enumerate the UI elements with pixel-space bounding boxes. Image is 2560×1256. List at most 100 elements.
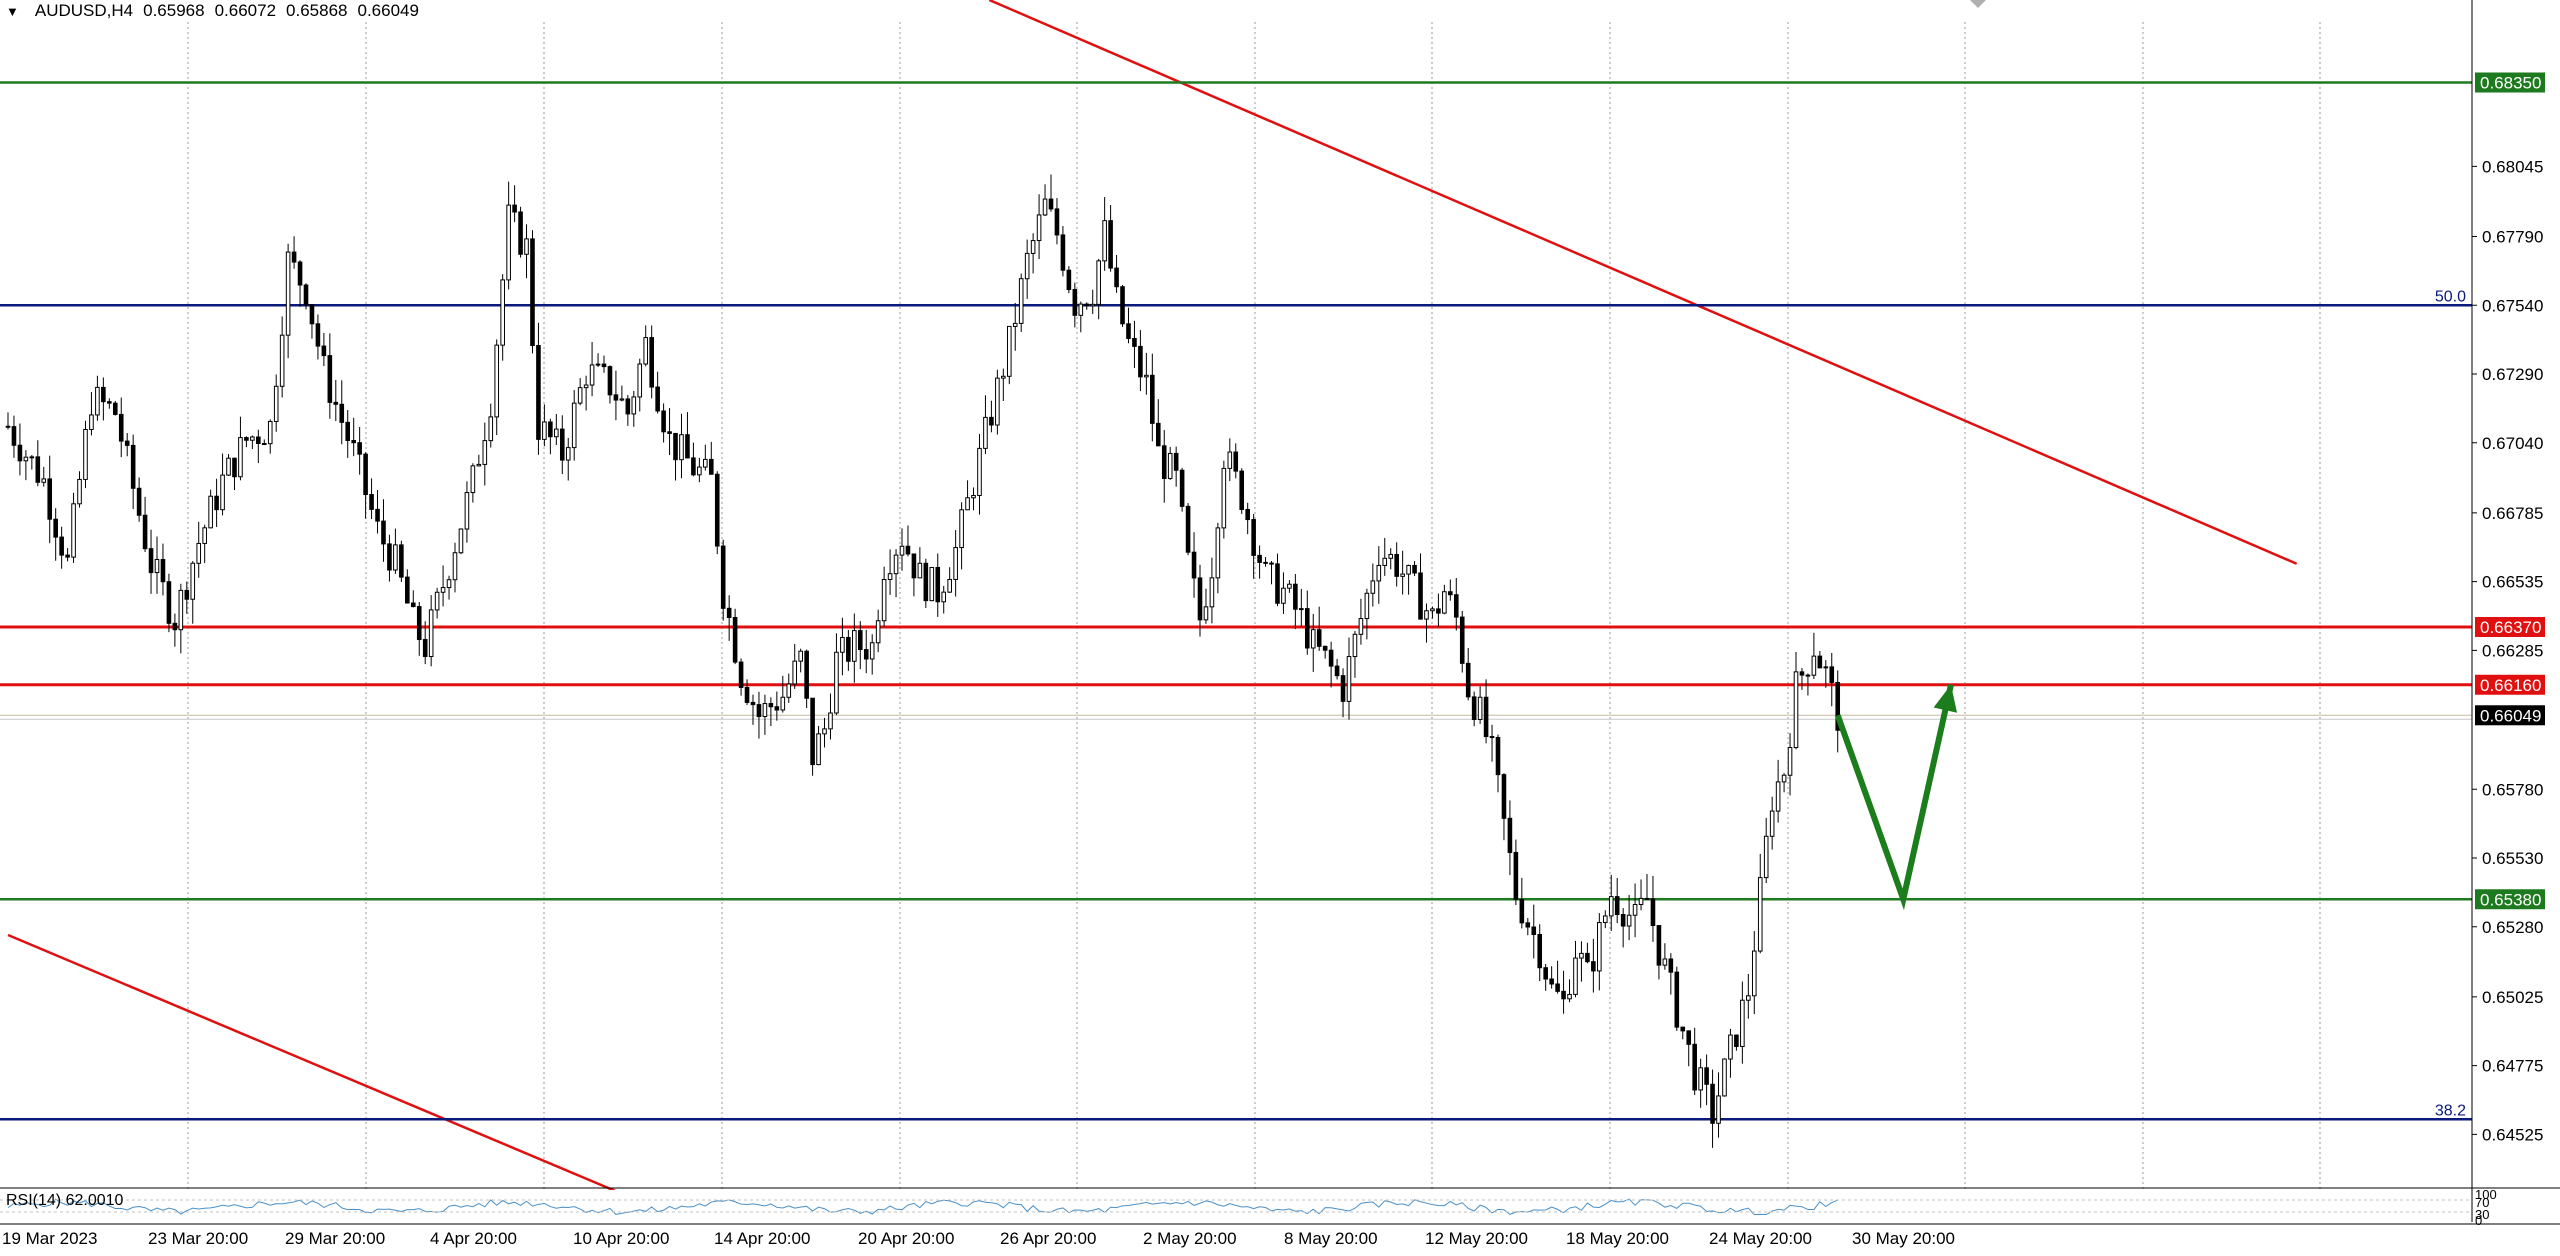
price-tag-label: 0.66370: [2480, 618, 2541, 637]
candle-body: [1597, 922, 1602, 972]
rsi-scale-label: 70: [2475, 1195, 2489, 1210]
candle-body: [518, 211, 523, 255]
candle-body: [488, 416, 494, 442]
menu-triangle-icon[interactable]: ▼: [6, 3, 19, 19]
candle-body: [11, 426, 17, 446]
candle-body: [792, 660, 798, 685]
candle-body: [565, 447, 571, 461]
candle-body: [828, 712, 833, 730]
candle-body: [506, 204, 511, 281]
candle-body: [1209, 577, 1215, 608]
candle-body: [232, 457, 237, 478]
candle-body: [1728, 1034, 1733, 1060]
candle-body: [1751, 950, 1757, 997]
symbol-label: AUDUSD,H4: [34, 1, 134, 20]
rsi-scale-label: 0: [2475, 1213, 2482, 1228]
candle-body: [1740, 999, 1745, 1047]
candle-body: [1394, 553, 1399, 577]
candle-body: [1191, 551, 1197, 579]
candle-body: [1698, 1067, 1703, 1091]
candle-body: [1620, 913, 1626, 927]
candle-body: [1299, 608, 1304, 611]
y-tick-label: 0.68045: [2482, 157, 2543, 176]
candle-body: [1018, 278, 1024, 324]
candle-body: [887, 573, 893, 581]
candle-body: [1197, 577, 1203, 621]
candle-body: [947, 578, 952, 593]
candle-body: [637, 363, 643, 398]
candle-body: [977, 447, 982, 496]
candle-body: [35, 456, 41, 483]
candle-body: [810, 697, 815, 766]
candle-body: [1436, 608, 1441, 614]
price-tags: 0.68350 0.66370 0.66160 0.66049 0.65380: [2475, 72, 2545, 910]
candle-body: [244, 437, 249, 441]
candle-body: [1632, 903, 1638, 916]
x-tick-label: 10 Apr 20:00: [573, 1229, 669, 1248]
candle-body: [625, 398, 631, 415]
candle-body: [1489, 736, 1495, 739]
candle-body: [530, 238, 535, 346]
candle-body: [1602, 915, 1608, 924]
candle-body: [679, 434, 684, 461]
candle-body: [71, 503, 76, 558]
candle-body: [315, 323, 321, 347]
candle-body: [101, 386, 106, 403]
candle-body: [708, 458, 714, 475]
open-value: 0.65968: [143, 1, 205, 20]
candle-body: [500, 279, 505, 346]
candle-body: [1388, 553, 1394, 559]
candle-body: [720, 545, 726, 609]
candle-body: [41, 478, 47, 483]
candle-body: [881, 579, 887, 622]
candle-body: [780, 696, 786, 711]
trendline-extension: [988, 0, 1022, 15]
candle-body: [607, 366, 613, 396]
candle-body: [1734, 1034, 1739, 1047]
candle-body: [1185, 505, 1191, 553]
candle-body: [738, 661, 744, 688]
candle-body: [1555, 983, 1560, 992]
candle-body: [1376, 564, 1382, 582]
candle-body: [524, 238, 529, 255]
candle-body: [399, 544, 404, 578]
candle-body: [273, 385, 279, 422]
candle-body: [1406, 564, 1411, 575]
candle-body: [983, 416, 988, 449]
candle-body: [393, 544, 398, 571]
candle-body: [1132, 337, 1137, 347]
candle-body: [1251, 519, 1256, 556]
candle-body: [959, 509, 964, 549]
candle-body: [345, 421, 351, 441]
candlesticks: [5, 174, 1841, 1148]
candle-body: [1483, 696, 1489, 738]
candle-body: [1680, 1026, 1686, 1032]
candle-body: [649, 337, 654, 388]
candle-body: [166, 581, 172, 624]
candle-body: [1543, 967, 1548, 980]
candle-body: [1275, 563, 1280, 604]
candle-body: [1340, 675, 1346, 702]
candle-body: [1638, 897, 1644, 905]
candle-body: [321, 345, 327, 357]
x-tick-label: 29 Mar 20:00: [285, 1229, 385, 1248]
candle-body: [786, 683, 792, 698]
low-value: 0.65868: [286, 1, 348, 20]
candle-body: [1257, 554, 1262, 563]
candle-body: [1418, 572, 1423, 620]
candle-body: [1287, 583, 1292, 589]
candle-body: [1030, 240, 1036, 254]
candle-body: [1626, 914, 1632, 927]
close-value: 0.66049: [357, 1, 419, 20]
candle-body: [941, 591, 947, 603]
candle-body: [267, 420, 273, 445]
x-tick-label: 14 Apr 20:00: [714, 1229, 810, 1248]
candle-body: [923, 562, 929, 602]
candle-body: [107, 401, 112, 404]
candle-body: [1048, 198, 1054, 210]
candle-body: [5, 425, 11, 428]
candle-body: [804, 650, 809, 699]
